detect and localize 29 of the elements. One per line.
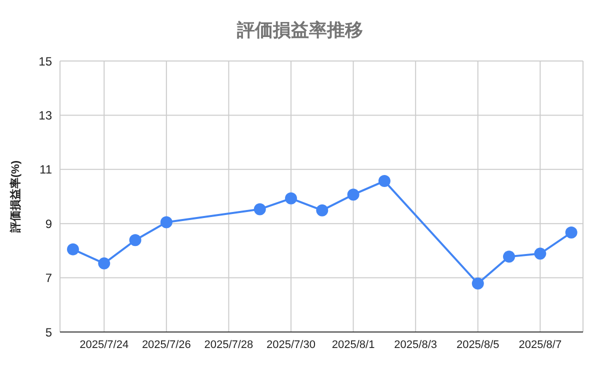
x-tick-label: 2025/8/7 [518,338,562,351]
y-tick-label: 5 [45,325,52,340]
y-tick-label: 7 [45,271,52,286]
point [66,243,79,256]
x-tick-label: 2025/7/24 [80,338,129,351]
chart-title: 評価損益率推移 [236,19,364,42]
y-tick-label: 11 [40,162,52,177]
x-tick-label: 2025/8/3 [394,338,437,351]
point [254,203,266,216]
y-tick-label: 9 [45,216,52,231]
y-axis-title: 評価損益率(%) [8,160,22,234]
x-tick-label: 2025/8/1 [332,338,375,351]
x-tick-label: 2025/8/5 [456,338,500,351]
point [534,248,546,260]
point [98,257,110,270]
x-tick-label: 2025/7/26 [142,338,191,351]
y-tick-label: 13 [38,108,52,122]
point [347,188,360,201]
x-tick-label: 2025/7/30 [266,338,316,351]
x-tick-label: 2025/7/28 [204,338,254,351]
point [565,226,578,239]
point [472,277,484,290]
point [378,175,390,188]
point [316,204,328,216]
point [160,216,172,228]
point [129,234,142,246]
point [503,250,516,263]
point [285,192,297,204]
y-tick-label: 15 [38,54,52,68]
